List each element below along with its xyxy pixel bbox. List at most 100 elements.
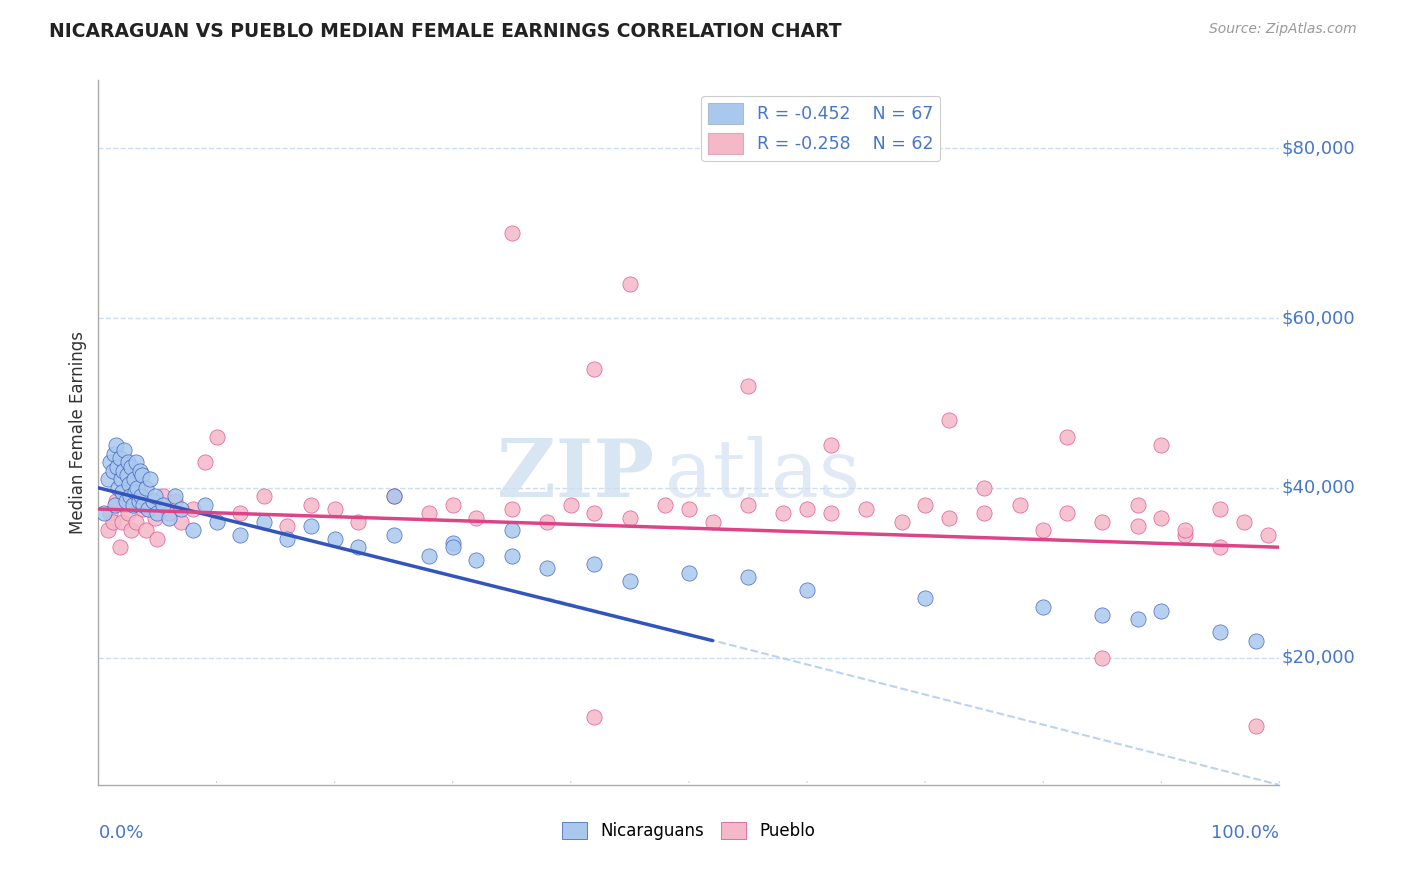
Point xyxy=(973,506,995,520)
Point xyxy=(108,540,131,554)
Point xyxy=(114,493,136,508)
Point xyxy=(914,498,936,512)
Text: 100.0%: 100.0% xyxy=(1212,823,1279,842)
Point xyxy=(157,506,180,520)
Point xyxy=(441,536,464,550)
Point xyxy=(418,506,440,520)
Point xyxy=(229,506,252,520)
Point xyxy=(122,472,145,486)
Point xyxy=(120,489,142,503)
Point xyxy=(105,438,128,452)
Point xyxy=(146,506,169,520)
Point xyxy=(583,558,606,572)
Point xyxy=(1056,506,1078,520)
Point xyxy=(152,498,174,512)
Point xyxy=(973,481,995,495)
Legend: R = -0.452    N = 67, R = -0.258    N = 62: R = -0.452 N = 67, R = -0.258 N = 62 xyxy=(702,96,941,161)
Point xyxy=(131,468,153,483)
Point xyxy=(143,510,166,524)
Point xyxy=(890,515,912,529)
Point xyxy=(98,506,121,520)
Point xyxy=(205,515,228,529)
Point xyxy=(796,582,818,597)
Point xyxy=(1174,527,1197,541)
Point xyxy=(323,502,346,516)
Point xyxy=(101,515,124,529)
Point xyxy=(121,459,143,474)
Point xyxy=(108,451,131,466)
Point xyxy=(1056,430,1078,444)
Point xyxy=(253,515,276,529)
Point xyxy=(125,455,148,469)
Point xyxy=(97,472,120,486)
Text: $20,000: $20,000 xyxy=(1282,648,1355,666)
Point xyxy=(347,540,370,554)
Point xyxy=(501,502,523,516)
Point xyxy=(536,515,558,529)
Point xyxy=(194,498,217,512)
Point xyxy=(146,532,169,546)
Point xyxy=(1233,515,1256,529)
Point xyxy=(299,498,322,512)
Point xyxy=(165,493,187,508)
Point xyxy=(418,549,440,563)
Point xyxy=(465,553,488,567)
Point xyxy=(112,464,135,478)
Point xyxy=(111,515,134,529)
Point xyxy=(1008,498,1031,512)
Point xyxy=(110,472,132,486)
Y-axis label: Median Female Earnings: Median Female Earnings xyxy=(69,331,87,534)
Point xyxy=(132,498,155,512)
Text: $60,000: $60,000 xyxy=(1282,309,1355,327)
Point xyxy=(117,455,139,469)
Point xyxy=(128,481,150,495)
Point xyxy=(152,489,174,503)
Point xyxy=(501,523,523,537)
Point xyxy=(536,561,558,575)
Point xyxy=(501,549,523,563)
Point xyxy=(103,447,125,461)
Point xyxy=(560,498,582,512)
Point xyxy=(1150,510,1173,524)
Point xyxy=(323,532,346,546)
Point xyxy=(139,472,162,486)
Point xyxy=(382,489,405,503)
Point xyxy=(112,442,135,457)
Point xyxy=(121,498,143,512)
Point xyxy=(583,506,606,520)
Point xyxy=(142,493,165,508)
Point xyxy=(1091,515,1114,529)
Point xyxy=(128,493,150,508)
Point xyxy=(465,510,488,524)
Point xyxy=(229,527,252,541)
Point xyxy=(122,493,145,508)
Text: $80,000: $80,000 xyxy=(1282,139,1355,157)
Text: $40,000: $40,000 xyxy=(1282,479,1355,497)
Point xyxy=(98,455,121,469)
Point xyxy=(382,489,405,503)
Point xyxy=(1032,523,1054,537)
Point xyxy=(678,566,700,580)
Point xyxy=(170,515,193,529)
Point xyxy=(132,502,155,516)
Point xyxy=(702,515,724,529)
Point xyxy=(583,362,606,376)
Text: Source: ZipAtlas.com: Source: ZipAtlas.com xyxy=(1209,22,1357,37)
Point xyxy=(129,489,152,503)
Point xyxy=(737,379,759,393)
Point xyxy=(121,523,143,537)
Point xyxy=(1174,523,1197,537)
Point xyxy=(1209,625,1232,640)
Point xyxy=(820,506,842,520)
Point xyxy=(796,502,818,516)
Point xyxy=(125,515,148,529)
Point xyxy=(124,485,146,500)
Point xyxy=(181,502,204,516)
Point xyxy=(194,455,217,469)
Point xyxy=(104,498,127,512)
Point xyxy=(441,540,464,554)
Point xyxy=(253,489,276,503)
Point xyxy=(938,510,960,524)
Point xyxy=(107,481,129,495)
Point xyxy=(115,468,138,483)
